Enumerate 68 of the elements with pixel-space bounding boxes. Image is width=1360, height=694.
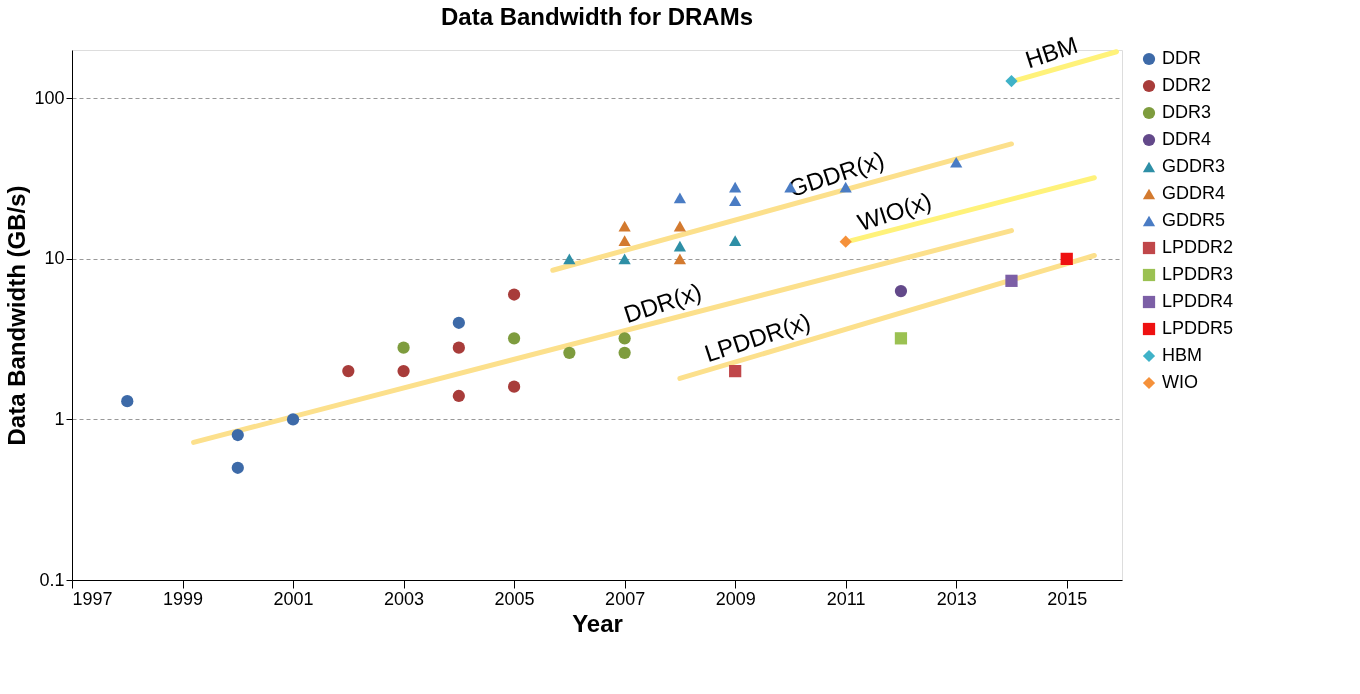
chart-title: Data Bandwidth for DRAMs xyxy=(441,2,753,30)
legend-label: DDR4 xyxy=(1162,129,1212,149)
point xyxy=(507,380,521,393)
x-tick-label: 2013 xyxy=(936,588,977,609)
y-axis-title: Data Bandwidth (GB/s) xyxy=(3,185,31,446)
point xyxy=(121,395,134,408)
point xyxy=(894,332,908,345)
point xyxy=(452,341,465,354)
y-tick-label: 0.1 xyxy=(39,569,65,590)
x-tick-label: 1997 xyxy=(72,588,113,609)
point xyxy=(397,365,410,378)
point xyxy=(452,316,465,329)
point xyxy=(1005,274,1018,287)
legend-label: WIO xyxy=(1162,372,1198,392)
x-tick-label: 2003 xyxy=(384,588,425,609)
point xyxy=(397,341,410,354)
legend-label: DDR3 xyxy=(1162,102,1212,122)
legend-label: GDDR3 xyxy=(1162,156,1226,176)
point xyxy=(452,389,465,403)
text: WIO(x) xyxy=(854,186,935,236)
y-tick-label: 100 xyxy=(34,87,65,108)
point xyxy=(618,235,631,246)
text: HBM xyxy=(1021,31,1081,74)
point xyxy=(507,288,521,301)
legend-label: DDR2 xyxy=(1162,75,1212,95)
legend-label: DDR xyxy=(1162,48,1201,68)
point xyxy=(618,253,631,265)
point xyxy=(231,461,244,474)
point xyxy=(839,235,852,248)
legend-label: LPDDR5 xyxy=(1162,318,1234,338)
legend-label: LPDDR3 xyxy=(1162,264,1234,284)
point xyxy=(618,220,631,232)
legend-label: GDDR5 xyxy=(1162,210,1226,230)
legend-label: HBM xyxy=(1162,345,1202,365)
point xyxy=(673,192,687,204)
point xyxy=(286,413,300,426)
x-tick-label: 2007 xyxy=(605,588,646,609)
point xyxy=(507,332,521,345)
x-tick-label: 1999 xyxy=(163,588,204,609)
legend-label: GDDR4 xyxy=(1162,183,1226,203)
point xyxy=(673,240,687,252)
point xyxy=(729,181,742,193)
legend-label: LPDDR4 xyxy=(1162,291,1234,311)
point xyxy=(894,284,908,298)
y-tick-label: 10 xyxy=(44,248,65,269)
x-tick-label: 2011 xyxy=(826,588,866,609)
x-axis-title: Year xyxy=(572,609,623,637)
point xyxy=(1060,252,1073,266)
point xyxy=(618,346,631,359)
point xyxy=(342,365,355,378)
point xyxy=(563,253,576,265)
point xyxy=(950,156,963,168)
point xyxy=(1005,74,1018,88)
point xyxy=(618,332,631,345)
point xyxy=(729,235,742,246)
x-tick-label: 2005 xyxy=(494,588,535,609)
point xyxy=(231,428,244,442)
point xyxy=(729,195,742,207)
legend-label: LPDDR2 xyxy=(1162,237,1234,257)
x-tick-label: 2009 xyxy=(715,588,756,609)
point xyxy=(673,220,687,232)
x-tick-label: 2015 xyxy=(1047,588,1088,609)
text: DDR(x) xyxy=(620,277,705,329)
y-tick-label: 1 xyxy=(54,408,65,429)
x-tick-label: 2001 xyxy=(273,588,314,609)
point xyxy=(729,364,742,378)
point xyxy=(563,346,576,359)
point xyxy=(673,253,687,265)
